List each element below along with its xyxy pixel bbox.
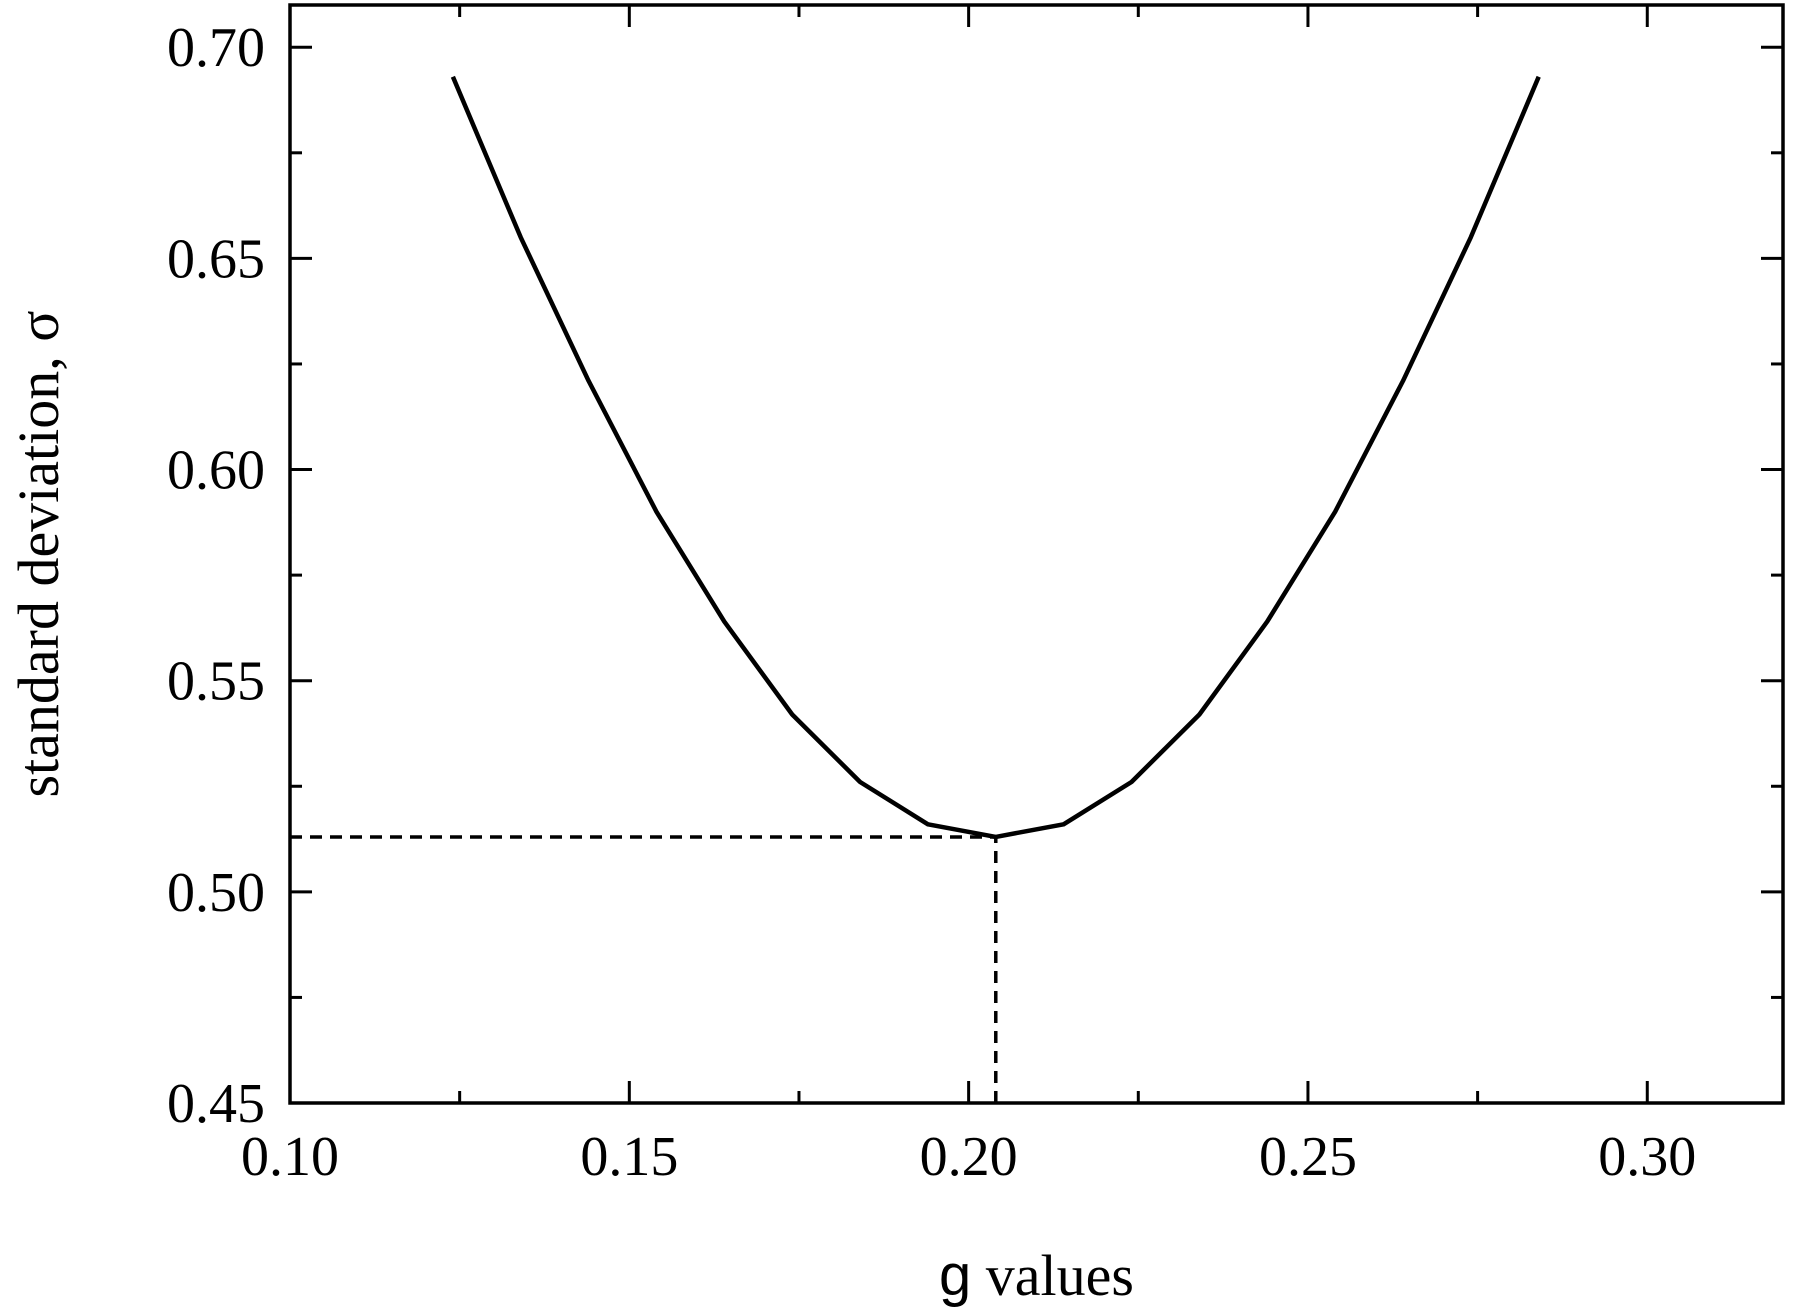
series-line (450, 75, 1541, 840)
y-tick-label: 0.50 (167, 862, 265, 924)
x-tick-labels: 0.10 0.15 0.20 0.25 0.30 (241, 1126, 1696, 1188)
x-tick-label: 0.30 (1598, 1126, 1696, 1188)
y-tick-label: 0.55 (167, 651, 265, 713)
y-tick-labels: 0.45 0.50 0.55 0.60 0.65 0.70 (167, 17, 265, 1135)
x-tick-label: 0.25 (1259, 1126, 1357, 1188)
x-axis-title-symbol: g (939, 1243, 971, 1308)
y-axis-title: standard deviation, σ (6, 310, 71, 797)
x-tick-label: 0.15 (580, 1126, 678, 1188)
x-tick-label: 0.10 (241, 1126, 339, 1188)
y-tick-label: 0.45 (167, 1073, 265, 1135)
plot-frame (288, 3, 1785, 1105)
x-axis-title: g values (939, 1243, 1134, 1308)
major-ticks (288, 5, 1783, 1105)
annotations (290, 835, 998, 1103)
x-tick-label: 0.20 (920, 1126, 1018, 1188)
series (450, 75, 1541, 840)
minor-ticks (290, 5, 1783, 1103)
y-tick-label: 0.65 (167, 228, 265, 290)
y-tick-label: 0.70 (167, 17, 265, 79)
y-tick-label: 0.60 (167, 440, 265, 502)
x-axis-title-text: values (971, 1243, 1134, 1308)
